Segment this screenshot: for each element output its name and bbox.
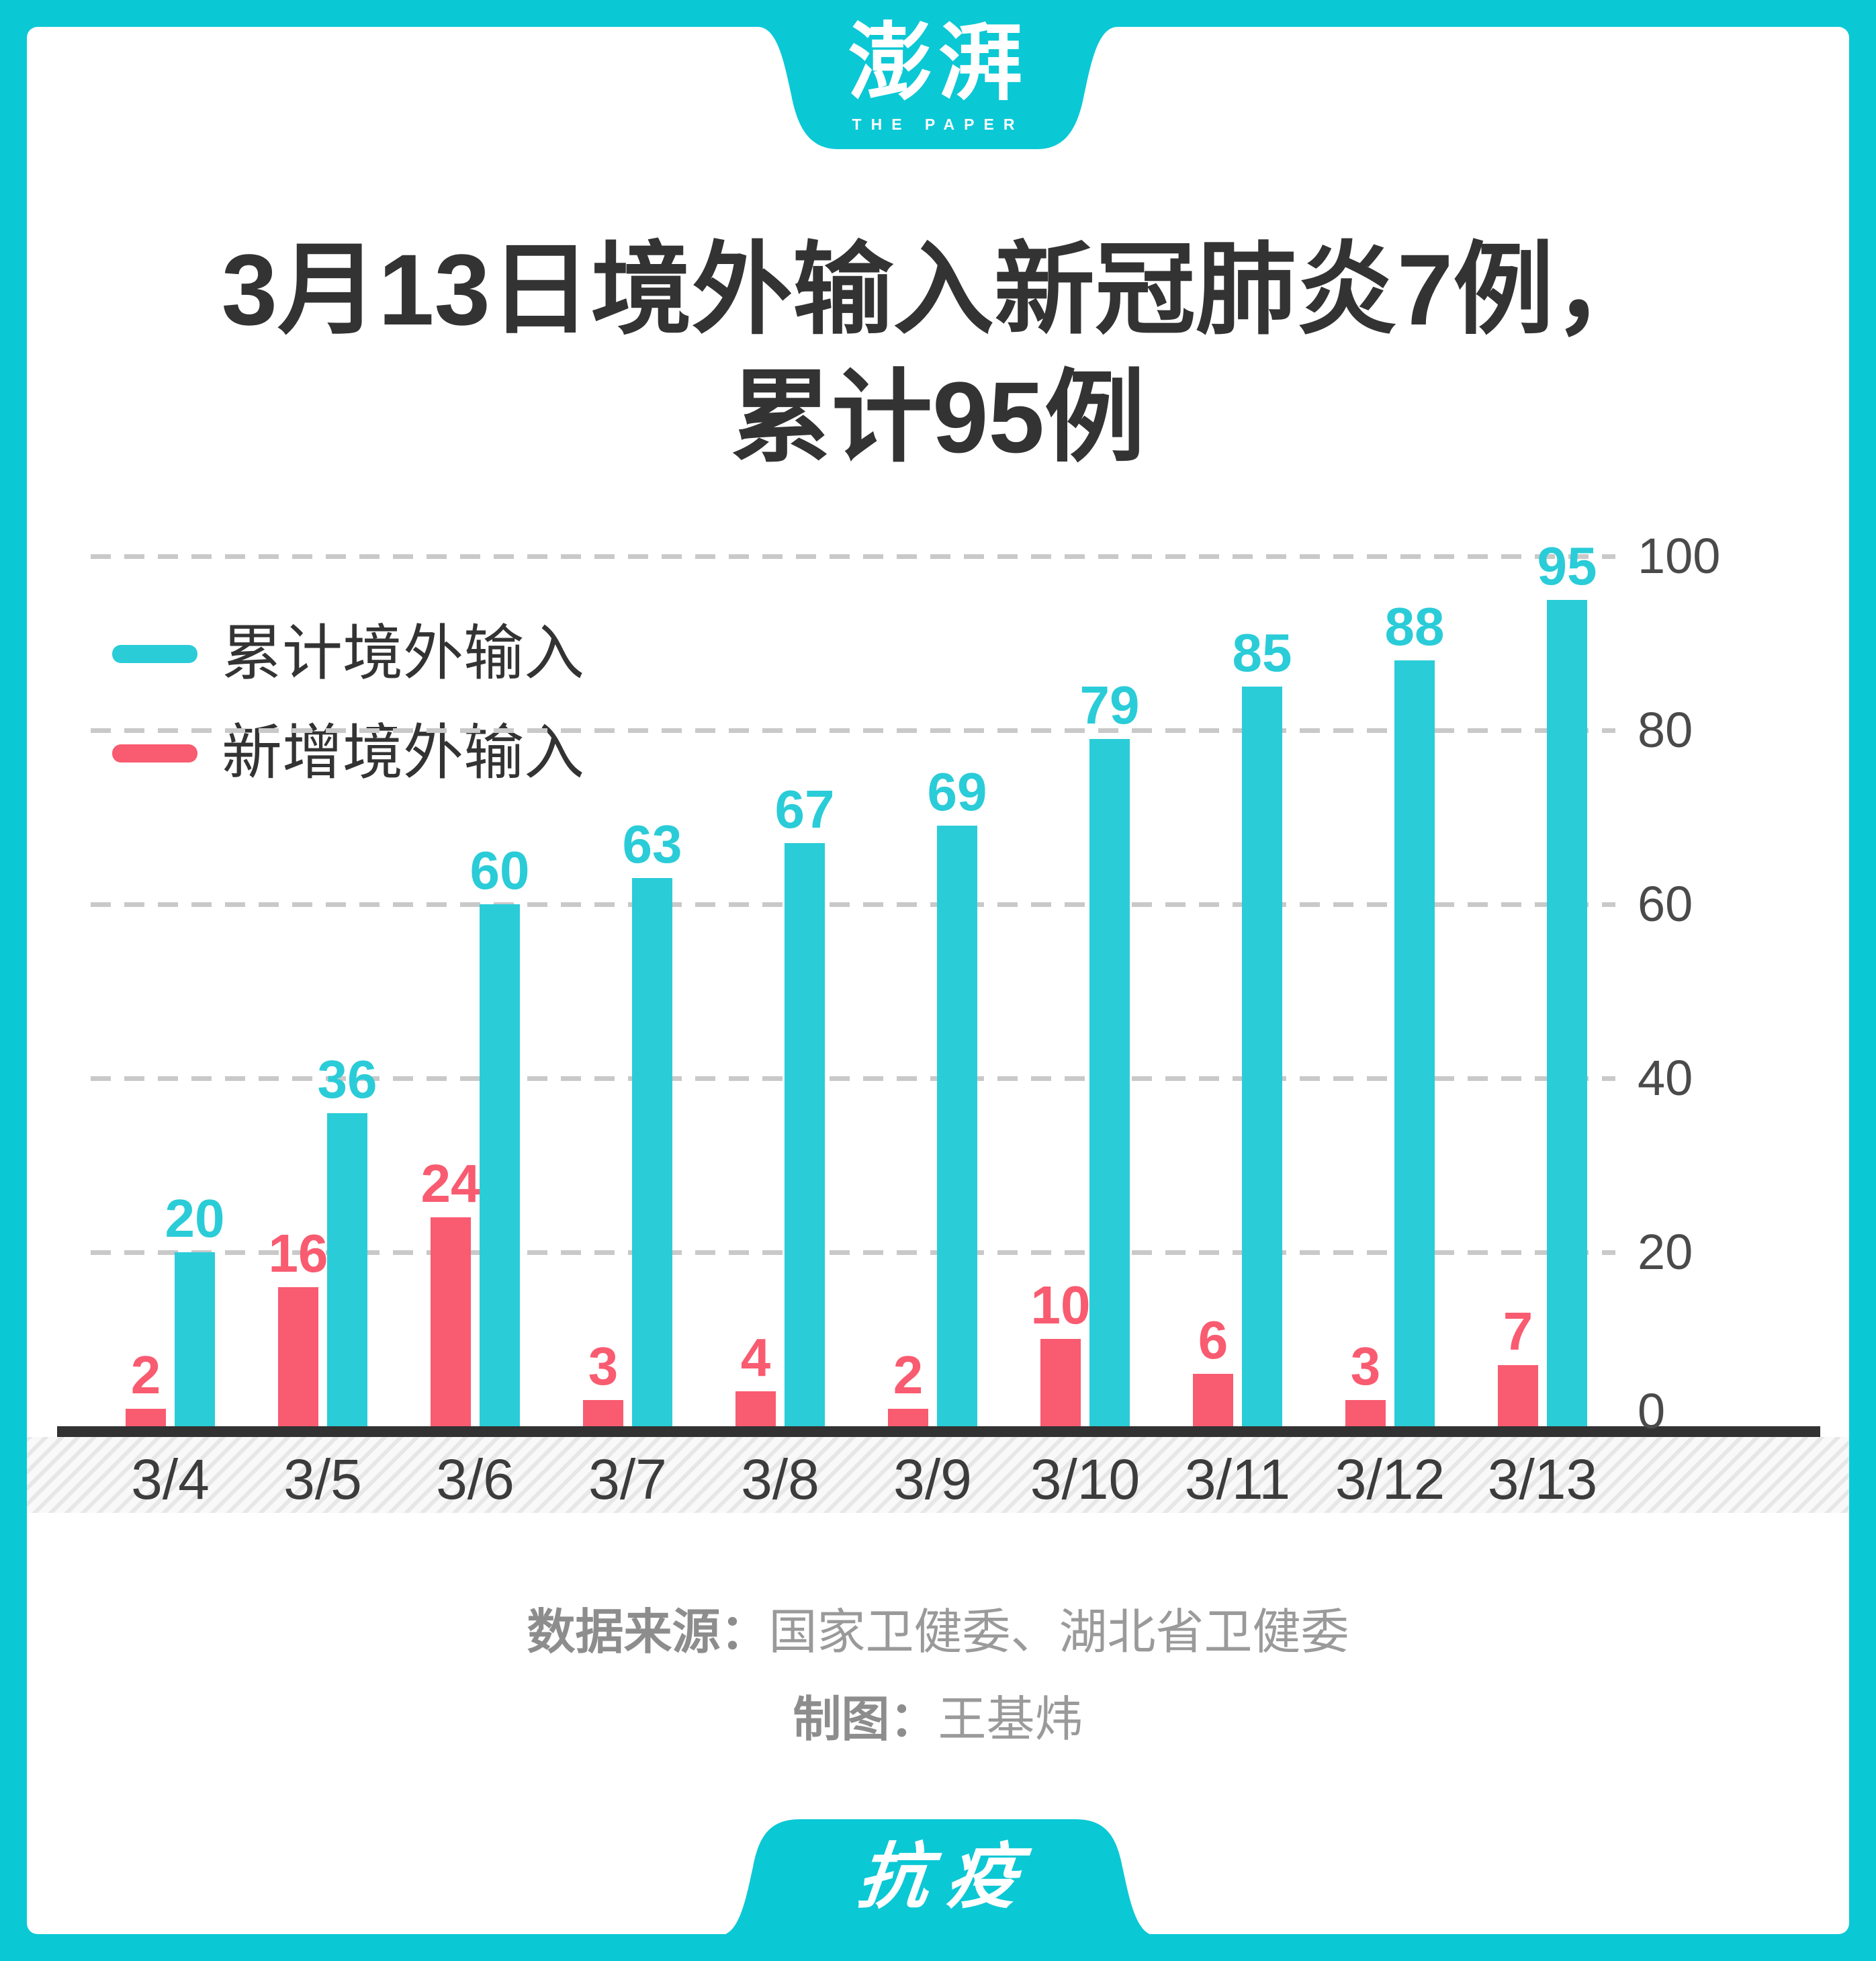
x-tick-label: 3/8	[741, 1448, 819, 1511]
x-tick-label: 3/5	[283, 1448, 362, 1511]
chart-title-line1: 3月13日境外输入新冠肺炎7例，	[221, 233, 1655, 346]
legend-swatch-cumulative	[112, 644, 197, 663]
x-axis-hatched-band	[27, 1437, 1849, 1513]
bar-value-label: 16	[268, 1223, 328, 1283]
bar-value-label: 67	[774, 779, 835, 839]
bar-value-label: 2	[130, 1345, 161, 1405]
x-tick-label: 3/7	[588, 1448, 667, 1511]
chart-title-line2: 累计95例	[731, 361, 1145, 474]
data-source-label: 数据来源：	[527, 1606, 769, 1659]
data-source-line: 数据来源：国家卫健委、湖北省卫健委	[0, 1605, 1876, 1660]
bar-value-label: 2	[893, 1345, 924, 1405]
bar-value-label: 24	[420, 1153, 481, 1213]
bar-new-imported	[1193, 1374, 1233, 1426]
legend-item-cumulative: 累计境外输入	[112, 619, 584, 689]
bar-new-imported	[278, 1287, 318, 1426]
bar-value-label: 3	[1350, 1336, 1381, 1396]
x-tick-label: 3/6	[436, 1448, 515, 1511]
y-tick-label: 80	[1638, 702, 1693, 758]
x-tick-label: 3/9	[893, 1448, 972, 1511]
y-tick-label: 0	[1638, 1383, 1666, 1439]
bar-new-imported	[583, 1400, 623, 1426]
bar-cumulative-imported	[1089, 739, 1130, 1426]
legend-swatch-new	[112, 744, 197, 762]
bar-cumulative-imported	[480, 904, 520, 1426]
data-source-value: 国家卫健委、湖北省卫健委	[768, 1606, 1349, 1659]
bar-value-label: 85	[1232, 623, 1292, 683]
credit-value: 王基炜	[938, 1693, 1083, 1747]
bar-value-label: 6	[1198, 1310, 1229, 1370]
y-tick-label: 100	[1638, 528, 1721, 584]
bar-value-label: 4	[740, 1327, 771, 1387]
brand-logo: 澎湃	[848, 15, 1028, 110]
gridline-20	[91, 1250, 1615, 1255]
bar-value-label: 7	[1503, 1301, 1533, 1361]
campaign-tag: 抗疫	[854, 1837, 1040, 1917]
bottom-campaign-tab-shape	[719, 1819, 1156, 1935]
bar-new-imported	[1040, 1339, 1081, 1426]
bar-value-label: 36	[317, 1049, 377, 1109]
y-tick-label: 40	[1638, 1050, 1693, 1106]
x-axis-baseline	[57, 1426, 1820, 1437]
y-tick-label: 20	[1638, 1224, 1693, 1280]
gridline-80	[91, 728, 1615, 733]
bar-value-label: 63	[622, 814, 682, 874]
gridline-100	[91, 554, 1615, 559]
gridline-60	[91, 902, 1615, 907]
brand-logo-subtitle: THE PAPER	[852, 116, 1024, 133]
bar-value-label: 69	[927, 762, 987, 822]
bar-cumulative-imported	[327, 1113, 367, 1426]
top-header-tab-shape	[758, 27, 1118, 149]
bar-cumulative-imported	[1242, 687, 1282, 1426]
x-tick-label: 3/10	[1030, 1448, 1141, 1511]
bar-cumulative-imported	[785, 843, 825, 1426]
bar-new-imported	[735, 1391, 776, 1426]
credit-label: 制图：	[793, 1693, 938, 1747]
chart-title: 3月13日境外输入新冠肺炎7例， 累计95例	[0, 226, 1876, 481]
bar-value-label: 95	[1537, 536, 1597, 596]
bar-new-imported	[431, 1217, 471, 1426]
x-tick-label: 3/11	[1184, 1448, 1291, 1511]
bar-cumulative-imported	[1394, 660, 1435, 1426]
bar-value-label: 20	[165, 1188, 225, 1248]
bar-new-imported	[126, 1409, 166, 1426]
bar-value-label: 88	[1384, 597, 1445, 656]
x-tick-label: 3/12	[1335, 1448, 1445, 1511]
bar-new-imported	[888, 1409, 928, 1426]
bar-value-label: 79	[1079, 675, 1140, 735]
legend-label-cumulative: 累计境外输入	[222, 620, 584, 687]
bar-value-label: 10	[1030, 1275, 1091, 1335]
bar-value-label: 60	[470, 840, 530, 900]
bar-cumulative-imported	[937, 826, 977, 1426]
x-tick-label: 3/13	[1487, 1448, 1598, 1511]
bar-new-imported	[1498, 1365, 1538, 1426]
gridline-40	[91, 1076, 1615, 1081]
y-tick-label: 60	[1638, 876, 1693, 932]
bar-cumulative-imported	[632, 878, 672, 1426]
bar-cumulative-imported	[175, 1252, 215, 1426]
bar-new-imported	[1345, 1400, 1386, 1426]
credit-line: 制图：王基炜	[0, 1692, 1876, 1747]
bar-value-label: 3	[588, 1336, 619, 1396]
bar-cumulative-imported	[1547, 600, 1587, 1426]
x-tick-label: 3/4	[131, 1448, 210, 1511]
